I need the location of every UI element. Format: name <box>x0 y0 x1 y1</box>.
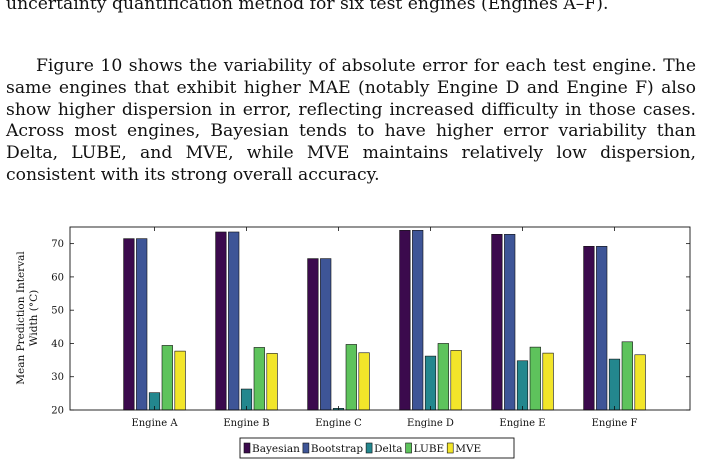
bar-mve-engine-e <box>542 352 554 411</box>
y-axis-label-line2: Width (°C) <box>28 290 40 346</box>
x-tick-label: Engine C <box>315 418 362 429</box>
y-axis-label-line1: Mean Prediction Interval <box>15 251 27 385</box>
x-tick-label: Engine F <box>592 418 638 429</box>
bar-bootstrap-engine-d <box>412 230 424 411</box>
y-tick-label: 50 <box>51 306 64 317</box>
bar-bayesian-engine-e <box>491 234 503 411</box>
x-tick-label: Engine E <box>499 418 545 429</box>
bar-mve-engine-c <box>358 352 370 411</box>
bar-bayesian-engine-b <box>215 231 227 411</box>
bar-bootstrap-engine-a <box>136 238 148 411</box>
bar-lube-engine-a <box>161 345 173 411</box>
bar-bootstrap-engine-c <box>320 258 332 411</box>
legend-label-delta: Delta <box>374 443 402 455</box>
bar-bootstrap-engine-b <box>228 231 240 411</box>
y-tick-label: 20 <box>51 406 64 417</box>
legend-swatch-bayesian <box>243 442 251 454</box>
bar-delta-engine-f <box>608 358 621 411</box>
bar-mve-engine-b <box>266 353 278 411</box>
bar-delta-engine-e <box>516 360 529 411</box>
x-tick-label: Engine D <box>407 418 454 429</box>
bar-bootstrap-engine-e <box>504 234 516 411</box>
x-tick-label: Engine A <box>131 418 178 429</box>
legend-swatch-mve <box>446 442 454 454</box>
bar-lube-engine-f <box>621 341 633 411</box>
bar-bayesian-engine-f <box>583 245 595 411</box>
plot-frame <box>69 226 691 411</box>
legend-swatch-bootstrap <box>302 442 310 454</box>
y-tick-label: 30 <box>51 372 64 383</box>
x-tick-label: Engine B <box>223 418 269 429</box>
y-tick-label: 70 <box>51 239 64 250</box>
legend-swatch-lube <box>405 442 412 454</box>
y-tick-label: 60 <box>51 272 64 283</box>
legend-label-mve: MVE <box>455 443 481 455</box>
bar-bayesian-engine-a <box>123 238 135 411</box>
bar-mve-engine-a <box>174 350 186 411</box>
bar-lube-engine-b <box>253 347 265 411</box>
bar-bayesian-engine-d <box>399 230 411 411</box>
legend-swatch-delta <box>365 442 373 454</box>
bar-delta-engine-d <box>424 355 437 411</box>
bar-mve-engine-d <box>450 350 462 411</box>
legend-label-bootstrap: Bootstrap <box>311 443 363 455</box>
text-line-top: uncertainty quantification method for si… <box>6 0 609 14</box>
legend-label-bayesian: Bayesian <box>252 443 300 455</box>
legend-label-lube: LUBE <box>414 443 445 455</box>
y-tick-label: 40 <box>51 339 64 350</box>
bar-bootstrap-engine-f <box>596 245 608 411</box>
bar-lube-engine-e <box>529 346 541 411</box>
paragraph: Figure 10 shows the variability of absol… <box>6 56 696 185</box>
bar-lube-engine-c <box>345 344 357 411</box>
bar-lube-engine-d <box>437 343 449 411</box>
legend: Bayesian Bootstrap Delta LUBE MVE <box>239 437 515 459</box>
bar-mve-engine-f <box>634 354 646 411</box>
bar-bayesian-engine-c <box>307 258 319 411</box>
